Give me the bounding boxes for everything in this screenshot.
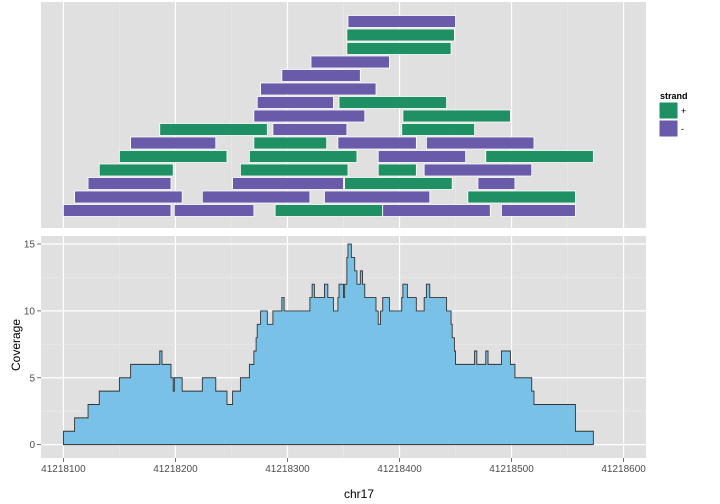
read-plus-strand [159, 123, 268, 136]
legend-plus-key [658, 101, 679, 120]
read-plus-strand [377, 163, 417, 177]
x-tick-label: 41218400 [377, 464, 422, 475]
legend-minus-key [658, 119, 679, 138]
legend-plus-label: + [681, 106, 686, 116]
x-tick-label: 41218600 [601, 464, 646, 475]
read-minus-strand [272, 123, 348, 136]
legend-minus-label: - [681, 124, 684, 134]
x-tick-label: 41218500 [489, 464, 534, 475]
read-minus-strand [337, 136, 417, 150]
read-minus-strand [324, 190, 431, 204]
y-axis-title: Coverage [9, 319, 23, 371]
read-minus-strand [74, 190, 183, 204]
read-minus-strand [232, 177, 344, 190]
read-minus-strand [426, 136, 535, 150]
coverage-y-axis: 0 5 10 15 [24, 240, 41, 451]
read-minus-strand [173, 204, 255, 217]
read-plus-strand [240, 163, 349, 177]
read-minus-strand [130, 136, 217, 150]
read-minus-strand [347, 15, 456, 28]
chr17-x-axis: 41218100 41218200 41218300 41218400 41218500… [41, 458, 646, 475]
read-alignments [63, 15, 594, 217]
read-minus-strand [260, 82, 377, 96]
x-tick-label: 41218200 [153, 464, 198, 475]
read-minus-strand [501, 204, 576, 217]
read-minus-strand [201, 190, 311, 204]
read-minus-strand [256, 96, 334, 109]
read-plus-strand [98, 163, 174, 177]
read-minus-strand [382, 204, 491, 217]
read-plus-strand [485, 150, 594, 163]
read-minus-strand [253, 109, 366, 123]
read-minus-strand [63, 204, 172, 217]
read-plus-strand [346, 28, 455, 42]
read-plus-strand [248, 150, 358, 163]
read-plus-strand [253, 136, 328, 150]
read-plus-strand [402, 109, 511, 123]
read-plus-strand [346, 42, 452, 55]
y-tick-label: 0 [29, 440, 35, 451]
read-minus-strand [377, 150, 467, 163]
y-tick-label: 15 [24, 240, 36, 251]
coverage-area [62, 243, 594, 446]
read-minus-strand [310, 55, 390, 69]
read-plus-strand [119, 150, 228, 163]
read-minus-strand [281, 69, 361, 82]
read-plus-strand [274, 204, 384, 217]
read-plus-strand [344, 177, 453, 190]
read-plus-strand [338, 96, 447, 109]
read-minus-strand [87, 177, 172, 190]
y-tick-label: 10 [24, 306, 36, 317]
y-tick-label: 5 [29, 373, 35, 384]
strand-legend: strand + - [658, 91, 688, 138]
legend-title: strand [660, 91, 688, 101]
x-tick-label: 41218300 [265, 464, 310, 475]
read-plus-strand [467, 190, 576, 204]
x-axis-title: chr17 [344, 487, 374, 501]
read-minus-strand [477, 177, 516, 190]
x-tick-label: 41218100 [41, 464, 86, 475]
read-minus-strand [423, 163, 533, 177]
read-plus-strand [401, 123, 475, 136]
